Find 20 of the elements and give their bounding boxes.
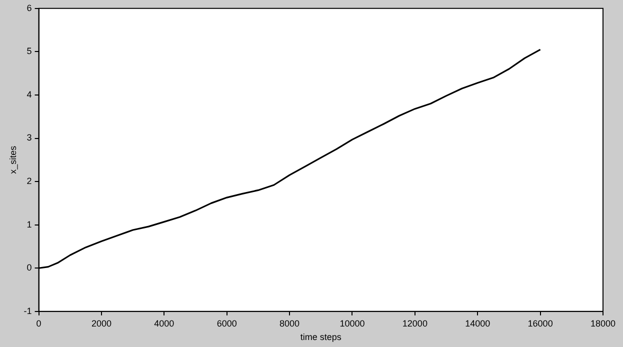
y-tick-label: 0: [26, 262, 32, 273]
x-tick-label: 10000: [340, 318, 365, 328]
x-axis-title: time steps: [300, 332, 342, 342]
y-tick-label: 5: [26, 46, 32, 56]
y-axis-title: x_sites: [8, 145, 18, 174]
y-tick-label: 1: [26, 219, 32, 230]
x-tick-label: 12000: [402, 318, 428, 328]
x-tick-label: 8000: [280, 318, 300, 328]
x-tick-label: 6000: [216, 318, 237, 328]
y-tick-label: 6: [26, 2, 32, 13]
y-tick-label: 3: [26, 132, 32, 143]
y-tick-label: 2: [26, 176, 32, 186]
x-tick-label: 18000: [590, 318, 616, 328]
x-tick-label: 16000: [528, 318, 553, 328]
x-tick-label: 14000: [465, 318, 490, 328]
x-tick-label: 2000: [91, 318, 112, 328]
x-tick-label: 4000: [154, 318, 174, 328]
y-tick-label: 4: [26, 89, 32, 100]
x-tick-label: 0: [36, 318, 42, 328]
y-tick-label: -1: [24, 306, 32, 316]
